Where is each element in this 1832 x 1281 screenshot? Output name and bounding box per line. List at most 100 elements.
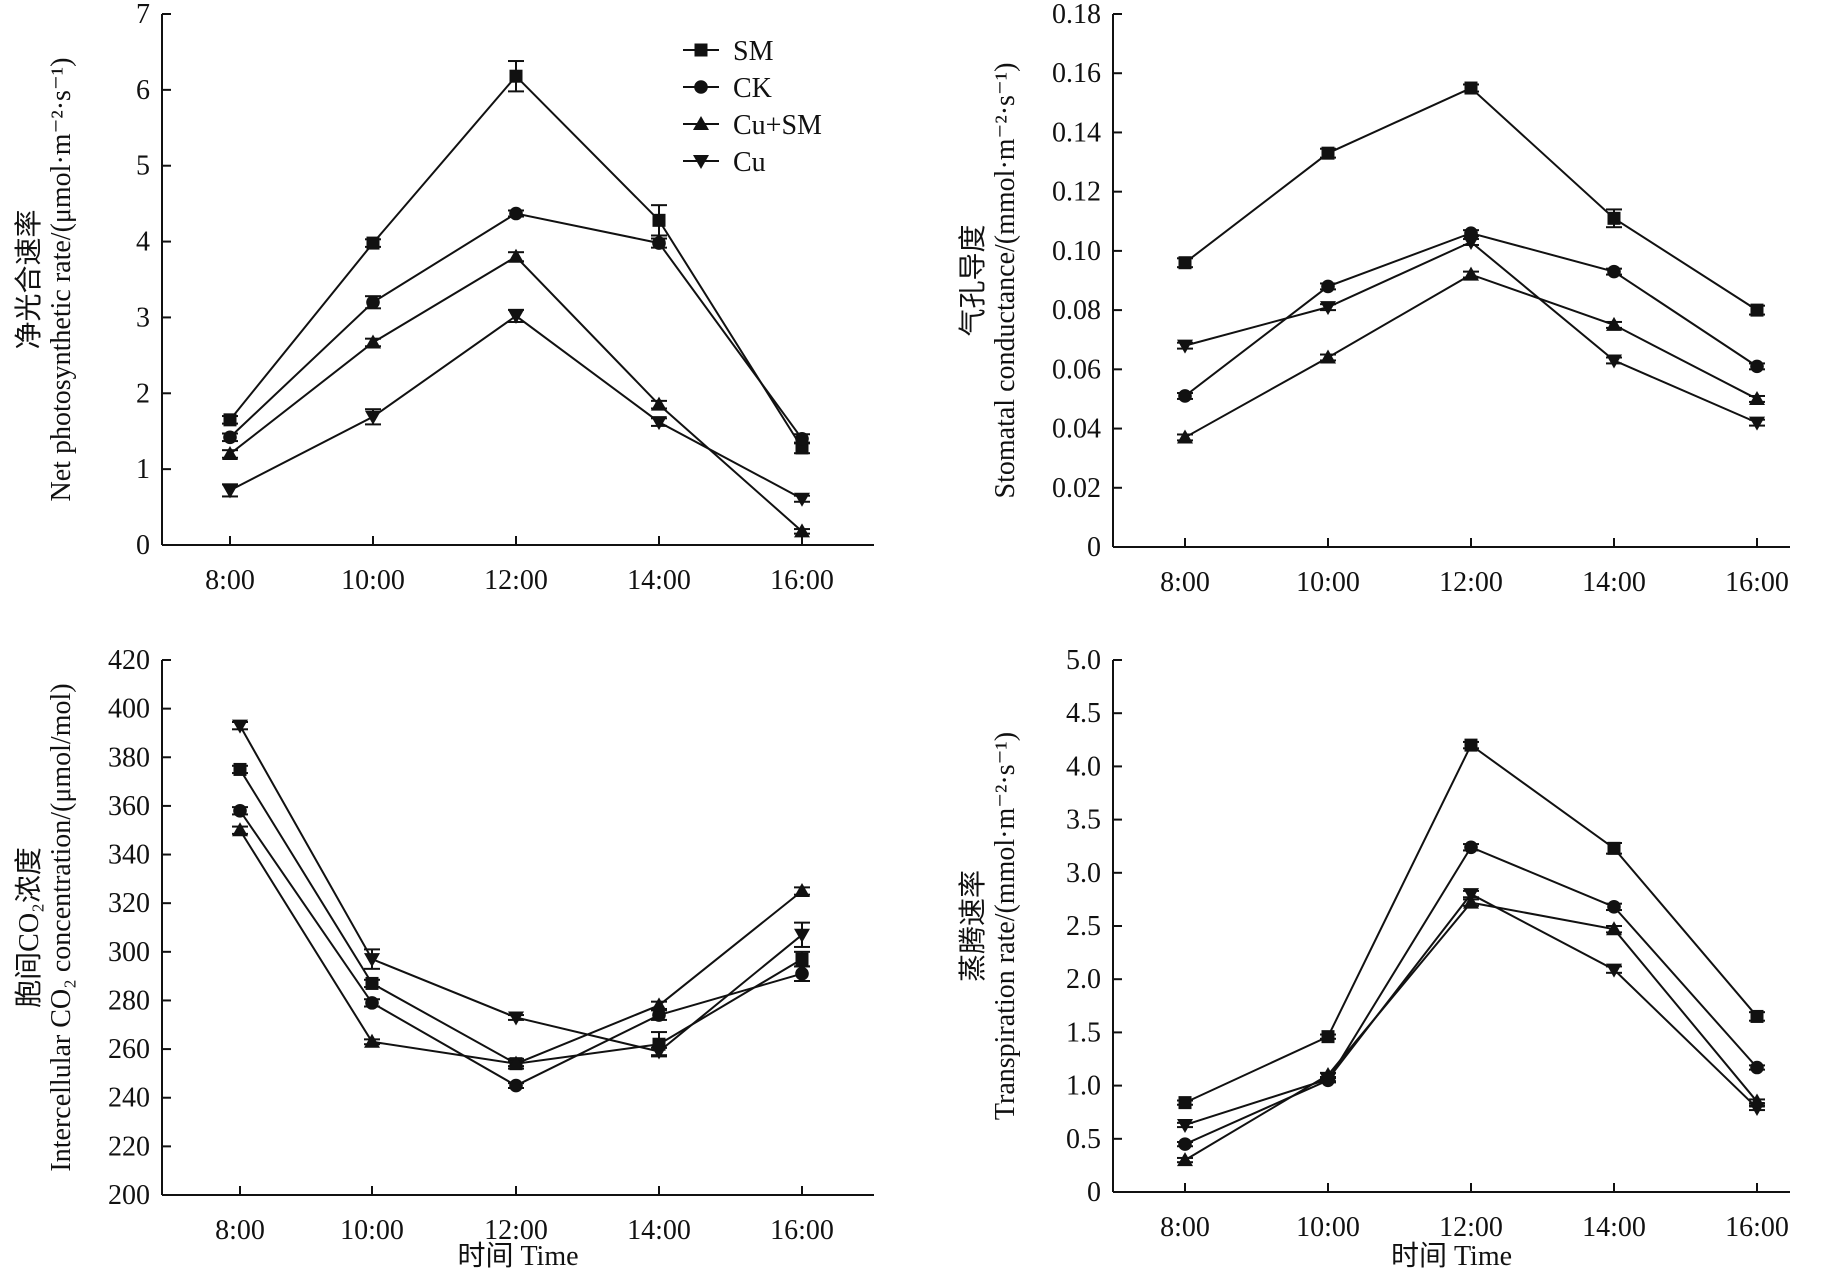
chart-panel-4: 0 0.5 1.0 1.5 2.0 2.5 3.0 3.5 4.0 4.5 5.0 8:00 10:00… — [957, 645, 1790, 1272]
series-Cu — [1177, 888, 1765, 1133]
x-tick-label: 14:00 — [627, 565, 691, 596]
data-point — [1178, 1096, 1192, 1110]
y-axis-title-cn: 净光合速率 — [13, 209, 45, 349]
series-SM — [222, 60, 810, 455]
data-point — [1749, 1101, 1765, 1116]
x-axis-title: 时间 Time — [1391, 1240, 1512, 1272]
data-point — [1606, 963, 1622, 978]
data-point — [1607, 841, 1621, 855]
data-point — [1177, 339, 1193, 354]
chart-panel-1: 0 1 2 3 4 5 6 7 8:00 10:00 12:00 14:00 16:00 净光合速率 Net… — [13, 0, 874, 596]
data-point — [365, 976, 379, 990]
series-line — [239, 725, 803, 1053]
y-tick-label: 240 — [108, 1083, 150, 1114]
data-point — [1177, 1118, 1193, 1133]
data-point — [365, 996, 379, 1010]
data-point — [651, 416, 667, 431]
y-tick-label: 2.0 — [1066, 964, 1101, 995]
data-point — [652, 1008, 666, 1022]
x-tick-label: 16:00 — [770, 565, 834, 596]
y-tick-label: 0.08 — [1052, 295, 1101, 326]
y-axis-title: Net photosynthetic rate/(μmol·m⁻²·s⁻¹) — [46, 58, 77, 502]
y-axis-title: Transpiration rate/(mmol·m⁻²·s⁻¹) — [990, 732, 1021, 1120]
y-tick-label: 0.12 — [1052, 177, 1101, 208]
data-point — [1606, 921, 1622, 936]
y-axis-title: Stomatal conductance/(mmol·m⁻²·s⁻¹) — [990, 63, 1021, 499]
series-SM — [1177, 81, 1765, 317]
series-line — [239, 829, 803, 1065]
data-point — [233, 803, 247, 818]
legend-label: Cu+SM — [733, 110, 822, 141]
x-tick-label: 8:00 — [215, 1215, 265, 1246]
y-tick-label: 4.0 — [1066, 751, 1101, 782]
x-tick-label: 16:00 — [770, 1215, 834, 1246]
x-tick-label: 16:00 — [1725, 567, 1789, 598]
data-point — [1607, 264, 1621, 279]
x-tick-label: 12:00 — [484, 1215, 548, 1246]
series-Cu+SM — [1177, 266, 1765, 444]
data-point — [508, 1055, 524, 1070]
data-point — [1463, 236, 1479, 251]
data-point — [1178, 256, 1192, 270]
series-Cu+SM — [232, 822, 810, 1070]
series-line — [1184, 892, 1758, 1126]
data-point — [651, 997, 667, 1012]
series-SM — [1177, 738, 1765, 1110]
data-point — [794, 883, 810, 898]
data-point — [509, 206, 523, 221]
series-Cu — [222, 308, 810, 507]
data-point — [1463, 266, 1479, 281]
y-tick-label: 0.5 — [1066, 1124, 1101, 1155]
x-tick-label: 14:00 — [1582, 1212, 1646, 1243]
data-point — [794, 492, 810, 507]
y-tick-label: 400 — [108, 694, 150, 725]
x-tick-label: 16:00 — [1725, 1212, 1789, 1243]
data-point — [1463, 888, 1479, 903]
legend-marker — [694, 43, 708, 57]
series-line — [239, 810, 803, 1087]
series-line — [229, 212, 803, 440]
legend-label: CK — [733, 73, 772, 104]
series-Cu+SM — [222, 248, 810, 538]
data-point — [1178, 389, 1192, 403]
data-point — [222, 484, 238, 499]
y-tick-label: 420 — [108, 645, 150, 676]
series-line — [229, 314, 803, 500]
series-line — [1184, 273, 1758, 439]
legend-marker — [693, 116, 709, 130]
data-point — [1606, 354, 1622, 369]
series-line — [1184, 743, 1758, 1104]
data-point — [223, 413, 237, 427]
data-point — [1464, 738, 1478, 752]
data-point — [1750, 303, 1764, 317]
chart-panel-3: 200 220 240 260 280 300 320 340 360 380 400 420 8:00… — [13, 645, 874, 1272]
x-tick-label: 8:00 — [1160, 1212, 1210, 1243]
data-point — [1464, 840, 1478, 855]
data-point — [1749, 416, 1765, 431]
data-point — [1177, 1152, 1193, 1167]
y-tick-label: 380 — [108, 742, 150, 773]
y-tick-label: 0 — [1087, 532, 1101, 563]
y-tick-label: 3 — [136, 302, 150, 333]
y-tick-label: 5 — [136, 151, 150, 182]
y-tick-label: 3.5 — [1066, 805, 1101, 836]
data-point — [223, 430, 237, 445]
data-point — [1606, 316, 1622, 331]
y-axis-title: Intercellular CO₂ concentration/(μmol/mo… — [46, 683, 77, 1171]
chart-panel-2: 0 0.02 0.04 0.06 0.08 0.10 0.12 0.14 0.16 0.18 8:0… — [957, 0, 1790, 598]
data-point — [222, 445, 238, 460]
y-tick-label: 0.04 — [1052, 414, 1101, 445]
y-tick-label: 0.16 — [1052, 58, 1101, 89]
data-point — [1749, 390, 1765, 405]
legend-label: Cu — [733, 147, 766, 178]
data-point — [795, 966, 809, 981]
data-point — [365, 410, 381, 425]
x-tick-label: 10:00 — [1296, 1212, 1360, 1243]
data-point — [1750, 359, 1764, 374]
data-point — [1321, 146, 1335, 160]
data-point — [652, 213, 666, 227]
data-point — [364, 953, 380, 968]
data-point — [1750, 1009, 1764, 1023]
y-tick-label: 280 — [108, 985, 150, 1016]
x-tick-label: 10:00 — [341, 565, 405, 596]
